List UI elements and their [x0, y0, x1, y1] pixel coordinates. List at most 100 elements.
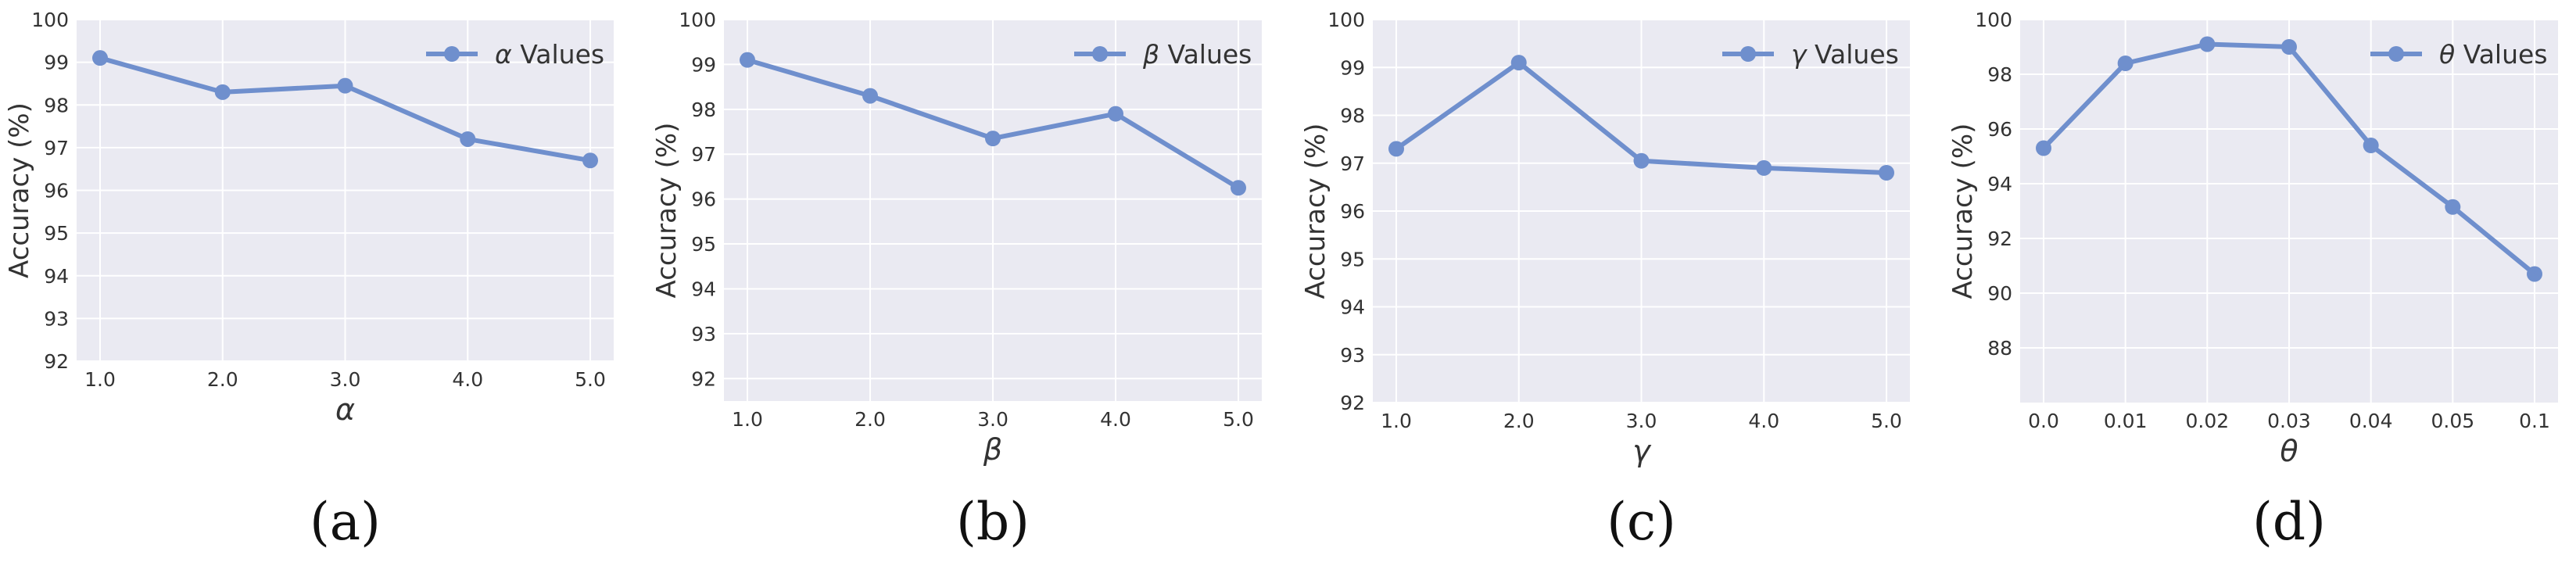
x-axis-title: γ: [1632, 434, 1652, 468]
x-axis-title: β: [983, 432, 1002, 467]
legend-suffix: Values: [512, 39, 604, 70]
data-point: [1388, 141, 1404, 157]
data-point: [1231, 180, 1246, 196]
legend-label: γ Values: [1791, 39, 1899, 70]
y-tick-label: 97: [1340, 152, 1365, 175]
x-tick-label: 5.0: [575, 368, 606, 391]
legend-suffix: Values: [1159, 39, 1252, 70]
legend-label: θ Values: [2439, 39, 2548, 70]
y-tick-label: 98: [1987, 63, 2012, 86]
x-tick-label: 0.05: [2431, 410, 2474, 432]
y-tick-label: 98: [1340, 105, 1365, 127]
data-point: [2363, 138, 2379, 153]
panel-label: (d): [2252, 492, 2326, 552]
y-tick-label: 100: [31, 9, 69, 31]
data-point: [862, 88, 878, 104]
panel-label: (b): [956, 492, 1030, 552]
y-tick-label: 94: [44, 265, 69, 288]
data-point: [1879, 165, 1894, 181]
data-point: [337, 77, 353, 94]
y-tick-label: 95: [1340, 248, 1365, 270]
x-tick-label: 2.0: [1503, 410, 1535, 432]
x-tick-label: 4.0: [1100, 408, 1131, 431]
y-tick-label: 100: [1975, 9, 2012, 31]
y-tick-label: 94: [691, 278, 716, 300]
x-tick-label: 1.0: [84, 368, 116, 391]
data-point: [2117, 56, 2134, 71]
x-axis-title: θ: [2280, 434, 2298, 468]
legend-marker: [444, 46, 460, 62]
y-tick-label: 98: [691, 98, 716, 121]
legend-label: β Values: [1142, 39, 1252, 70]
y-tick-label: 93: [691, 323, 716, 346]
data-point: [1633, 152, 1650, 169]
y-tick-label: 97: [691, 143, 716, 166]
data-point: [2036, 140, 2051, 156]
y-axis-title: Accuracy (%): [651, 123, 683, 299]
y-tick-label: 93: [1340, 344, 1365, 367]
data-point: [740, 52, 755, 68]
legend-symbol: θ: [2439, 39, 2455, 70]
data-point: [582, 152, 598, 169]
data-point: [92, 50, 108, 66]
y-tick-label: 96: [691, 188, 716, 211]
x-tick-label: 3.0: [977, 408, 1009, 431]
data-point: [2527, 266, 2542, 282]
x-tick-label: 3.0: [330, 368, 361, 391]
x-tick-label: 0.03: [2267, 410, 2311, 432]
panel-label: (c): [1607, 492, 1675, 552]
y-tick-label: 95: [691, 233, 716, 256]
x-tick-label: 0.0: [2028, 410, 2059, 432]
y-tick-label: 92: [1340, 392, 1365, 414]
legend-symbol: α: [495, 39, 512, 70]
x-tick-label: 0.01: [2104, 410, 2148, 432]
legend-marker: [2388, 46, 2404, 62]
x-tick-label: 0.02: [2185, 410, 2229, 432]
x-tick-label: 0.1: [2519, 410, 2550, 432]
y-tick-label: 97: [44, 137, 69, 159]
x-tick-label: 5.0: [1871, 410, 1902, 432]
y-tick-label: 99: [44, 52, 69, 74]
y-tick-label: 96: [1340, 200, 1365, 223]
data-point: [985, 131, 1001, 147]
legend-suffix: Values: [2455, 39, 2547, 70]
legend: α Values: [426, 39, 604, 70]
panel-label: (a): [310, 492, 381, 552]
legend-label: α Values: [495, 39, 604, 70]
data-point: [1756, 159, 1772, 176]
y-axis-title: Accuracy (%): [4, 102, 35, 278]
x-tick-label: 2.0: [854, 408, 886, 431]
data-point: [2445, 199, 2461, 215]
x-tick-label: 4.0: [452, 368, 483, 391]
y-tick-label: 94: [1340, 296, 1365, 319]
data-point: [214, 84, 231, 100]
y-tick-label: 98: [44, 94, 69, 116]
data-point: [2199, 36, 2216, 52]
y-tick-label: 99: [1340, 56, 1365, 79]
y-tick-label: 100: [679, 9, 716, 31]
chart-panel-d: 88 90 92 94 96 98 100 0.0 0.01 0.02 0.03 0.04 0.05 0.…: [1947, 9, 2558, 552]
x-tick-label: 3.0: [1626, 410, 1657, 432]
x-axis-title: α: [335, 392, 355, 427]
y-tick-label: 92: [1987, 227, 2012, 250]
y-tick-label: 96: [44, 180, 69, 202]
y-tick-label: 92: [691, 367, 716, 390]
y-tick-label: 95: [44, 222, 69, 245]
x-tick-label: 5.0: [1223, 408, 1254, 431]
data-point: [2281, 39, 2297, 55]
x-tick-label: 2.0: [207, 368, 238, 391]
chart-panel-b: 92 93 94 95 96 97 98 99 100 1.0 2.0 3.0 4.0 5.0 Accura…: [651, 9, 1262, 552]
y-axis-title: Accuracy (%): [1947, 124, 1979, 299]
y-tick-label: 96: [1987, 118, 2012, 141]
legend: β Values: [1074, 39, 1252, 70]
y-tick-label: 99: [691, 53, 716, 76]
data-point: [1108, 106, 1123, 122]
legend-marker: [1740, 46, 1756, 62]
legend: θ Values: [2370, 39, 2548, 70]
y-tick-label: 92: [44, 350, 69, 373]
legend-marker: [1092, 46, 1108, 62]
data-point: [460, 131, 476, 147]
legend-symbol: β: [1142, 39, 1159, 70]
x-tick-label: 1.0: [732, 408, 763, 431]
